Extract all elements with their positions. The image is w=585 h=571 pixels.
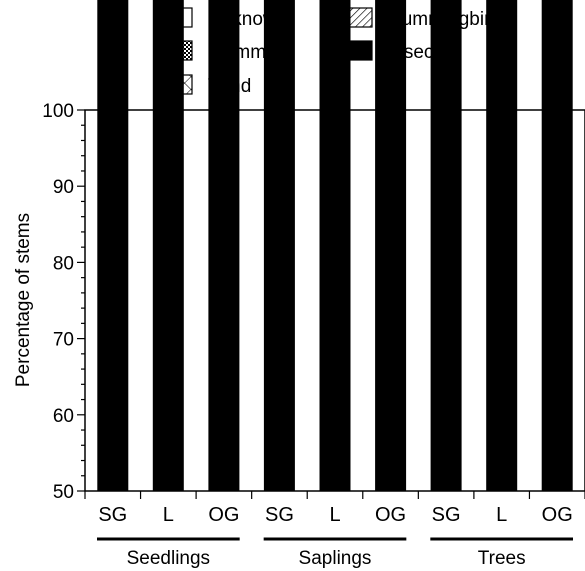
x-tick-label: SG	[432, 504, 461, 526]
y-tick-label: 90	[53, 177, 74, 198]
legend-item-hummingbird: Hummingbird	[339, 7, 501, 30]
x-tick-label: OG	[375, 504, 406, 526]
bar-segment-insect	[486, 0, 518, 492]
group-label-trees: Trees	[478, 548, 526, 569]
x-tick-label: L	[496, 504, 507, 526]
x-tick-label: SG	[98, 504, 127, 526]
y-tick-label: 100	[42, 101, 74, 122]
bar-segment-insect	[319, 0, 351, 492]
x-tick-label: OG	[208, 504, 239, 526]
group-label-saplings: Saplings	[299, 548, 372, 569]
y-tick-label: 60	[53, 406, 74, 427]
x-axis: SG L OG SG L OG SG L OG	[84, 491, 585, 526]
x-tick-label: L	[329, 504, 340, 526]
bar-segment-insect	[263, 0, 295, 492]
y-axis-title: Percentage of stems	[13, 213, 34, 387]
x-tick-label: OG	[542, 504, 573, 526]
y-tick-label: 50	[53, 482, 74, 503]
bar-segment-insect	[208, 0, 240, 492]
bar-segment-insect	[375, 0, 407, 492]
x-tick-label: L	[163, 504, 174, 526]
bar-segment-insect	[541, 0, 573, 492]
group-labels: Seedlings Saplings Trees	[97, 537, 573, 569]
group-label-seedlings: Seedlings	[127, 548, 210, 569]
bar-segment-insect	[430, 0, 462, 492]
bar-segment-insect	[97, 0, 129, 492]
x-tick-label: SG	[265, 504, 294, 526]
y-tick-label: 70	[53, 330, 74, 351]
y-axis: 50 60 70 80 90 100	[42, 101, 85, 503]
bar-segment-insect	[152, 0, 184, 492]
y-tick-label: 80	[53, 253, 74, 274]
bars	[97, 0, 573, 492]
